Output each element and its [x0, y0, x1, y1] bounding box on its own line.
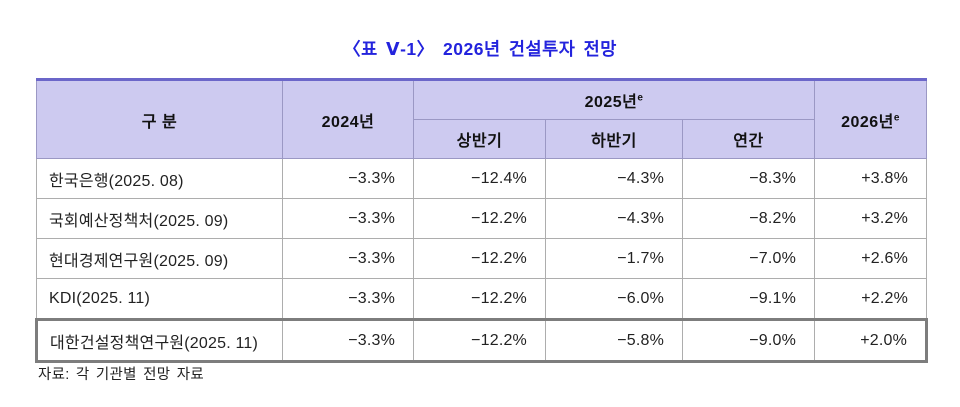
table-row: 한국은행(2025. 08) −3.3% −12.4% −4.3% −8.3% +3.8%	[36, 158, 928, 199]
table-row: 국회예산정책처(2025. 09) −3.3% −12.2% −4.3% −8.2% +3…	[36, 198, 928, 239]
org-cell: 대한건설정책연구원(2025. 11)	[35, 318, 283, 363]
header-h2: 하반기	[545, 119, 683, 159]
value-cell: +2.2%	[814, 278, 928, 320]
org-cell: 현대경제연구원(2025. 09)	[36, 238, 283, 279]
value-cell: +3.2%	[814, 198, 928, 239]
value-cell: −9.1%	[681, 278, 816, 320]
value-cell: −3.3%	[282, 318, 414, 363]
value-cell: −3.3%	[282, 278, 414, 320]
header-2025-group: 2025년e	[412, 78, 816, 120]
value-cell: −9.0%	[681, 318, 816, 363]
value-cell: −8.2%	[681, 198, 816, 239]
table-header: 구 분 2024년 2025년e 2026년e 상반기 하반기 연간	[36, 78, 928, 159]
header-2025-superscript: e	[637, 92, 644, 104]
header-2024: 2024년	[282, 78, 414, 159]
value-cell: +2.0%	[814, 318, 929, 363]
value-cell: −3.3%	[282, 238, 414, 279]
value-cell: −3.3%	[282, 158, 414, 199]
table-row: 현대경제연구원(2025. 09) −3.3% −12.2% −1.7% −7.0% +2…	[36, 238, 928, 279]
value-cell: −1.7%	[545, 238, 683, 279]
header-h1: 상반기	[413, 119, 546, 159]
header-2026: 2026년e	[814, 78, 928, 159]
header-row-sub: 상반기 하반기 연간	[37, 119, 927, 159]
header-2026-superscript: e	[893, 112, 900, 124]
value-cell: −4.3%	[545, 198, 683, 239]
value-cell: −3.3%	[282, 198, 414, 239]
header-row-top: 구 분 2024년 2025년e 2026년e	[36, 78, 928, 159]
header-2026-label: 2026년	[841, 113, 894, 131]
value-cell: −5.8%	[545, 318, 683, 363]
forecast-table: 구 분 2024년 2025년e 2026년e 상반기 하반기 연간 한국은행(…	[35, 78, 929, 363]
table-title: 〈표 Ⅴ-1〉 2026년 건설투자 전망	[343, 39, 617, 59]
value-cell: −12.4%	[413, 158, 546, 199]
table-row: KDI(2025. 11) −3.3% −12.2% −6.0% −9.1% +2.2%	[36, 278, 928, 320]
value-cell: −12.2%	[413, 238, 546, 279]
value-cell: −8.3%	[681, 158, 816, 199]
header-2025-label: 2025년	[584, 94, 638, 111]
value-cell: −7.0%	[681, 238, 816, 279]
org-cell: 국회예산정책처(2025. 09)	[36, 198, 283, 239]
value-cell: −4.3%	[545, 158, 683, 199]
table-body: 한국은행(2025. 08) −3.3% −12.4% −4.3% −8.3% +3.8%…	[35, 158, 929, 363]
value-cell: −12.2%	[413, 278, 546, 320]
value-cell: −12.2%	[413, 318, 546, 363]
header-annual: 연간	[681, 119, 816, 159]
table-row: 대한건설정책연구원(2025. 11) −3.3% −12.2% −5.8% −9.0%…	[35, 318, 929, 363]
org-cell: KDI(2025. 11)	[36, 278, 283, 320]
value-cell: +3.8%	[814, 158, 928, 199]
source-note: 자료: 각 기관별 전망 자료	[38, 367, 205, 383]
value-cell: −6.0%	[545, 278, 683, 320]
value-cell: +2.6%	[814, 238, 928, 279]
value-cell: −12.2%	[413, 198, 546, 239]
org-cell: 한국은행(2025. 08)	[36, 158, 283, 199]
header-category: 구 분	[36, 78, 283, 159]
